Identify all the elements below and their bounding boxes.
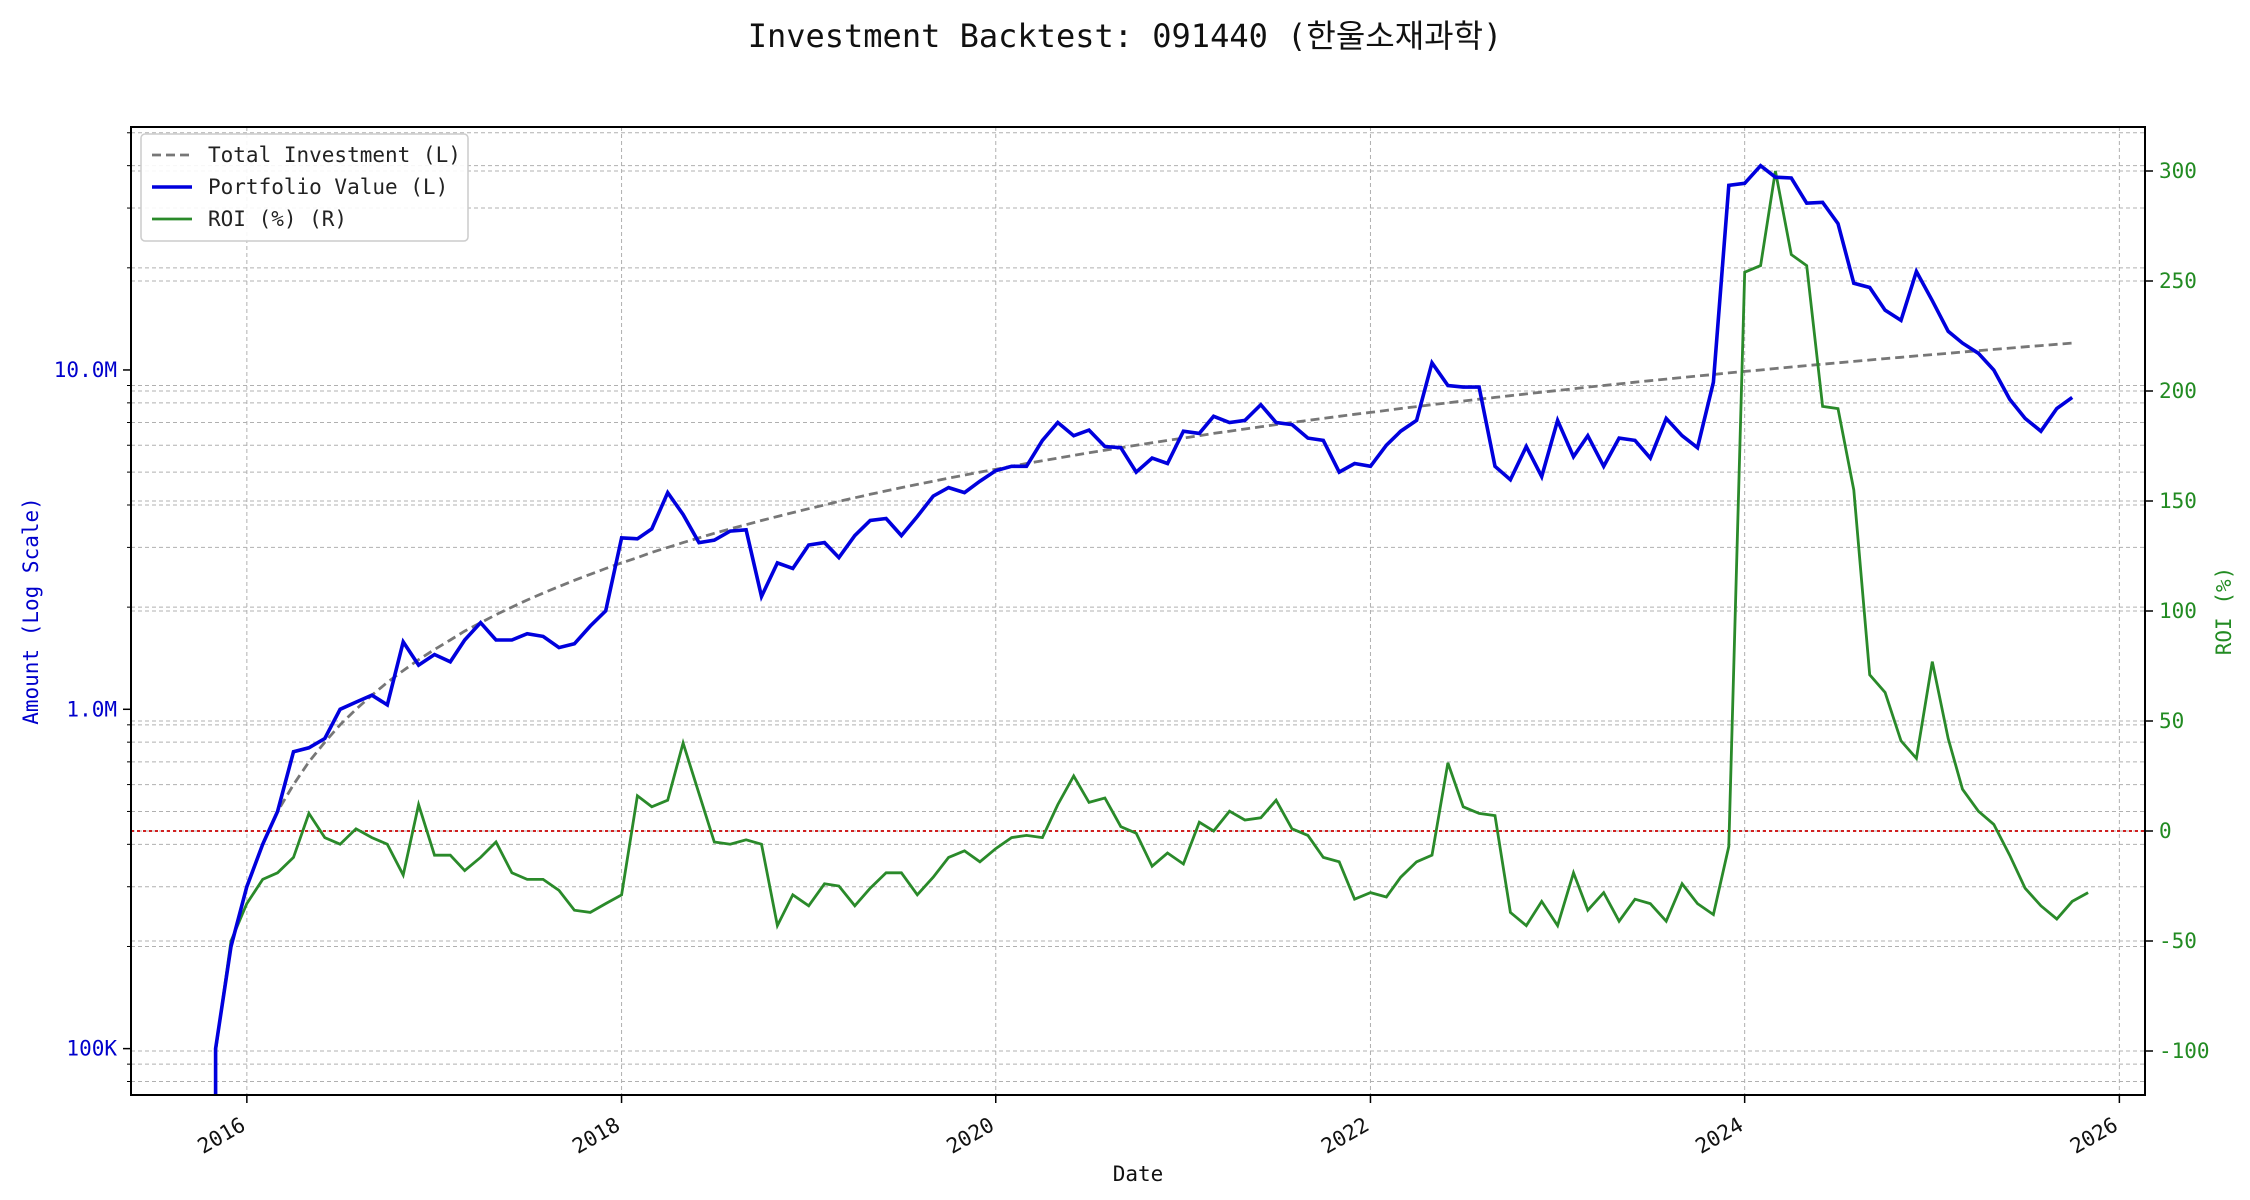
x-tick-label: 2018 [568,1113,624,1159]
x-axis-title: Date [1113,1162,1164,1186]
right-tick-label: -50 [2159,929,2197,953]
legend-label-roi: ROI (%) (R) [208,207,347,231]
legend: Total Investment (L) Portfolio Value (L)… [140,133,469,242]
right-tick-label: -100 [2159,1039,2210,1063]
right-tick-label: 50 [2159,709,2184,733]
right-tick-label: 100 [2159,599,2197,623]
x-tick-label: 2026 [2066,1113,2122,1159]
legend-box [140,133,469,242]
x-tick-label: 2022 [1317,1113,1373,1159]
right-tick-label: 200 [2159,379,2197,403]
right-axis-title: ROI (%) [2212,567,2236,656]
legend-label-portfolio: Portfolio Value (L) [208,175,448,199]
left-tick-label: 100K [66,1037,117,1061]
left-tick-label: 10.0M [54,358,117,382]
series-roi [214,170,2089,1052]
left-axis-ticks: 100K 1.0M 10.0M [54,132,131,1083]
chart-title: Investment Backtest: 091440 (한울소재과학) [748,17,1503,55]
left-tick-label: 1.0M [66,697,117,721]
right-tick-label: 0 [2159,819,2172,843]
series-portfolio-value [213,163,2074,1095]
right-axis-ticks: -100 -50 0 50 100 150 200 250 300 [2145,159,2210,1063]
x-tick-label: 2020 [942,1113,998,1159]
series-total-investment [214,341,2073,1049]
right-tick-label: 300 [2159,159,2197,183]
legend-label-investment: Total Investment (L) [208,143,461,167]
grid-lines [131,127,2145,1095]
x-tick-label: 2024 [1691,1113,1747,1159]
right-tick-label: 150 [2159,489,2197,513]
left-axis-title: Amount (Log Scale) [19,497,43,725]
x-axis-ticks: 2016 2018 2020 2022 2024 2026 [194,1095,2122,1159]
right-tick-label: 250 [2159,269,2197,293]
x-tick-label: 2016 [194,1113,250,1159]
